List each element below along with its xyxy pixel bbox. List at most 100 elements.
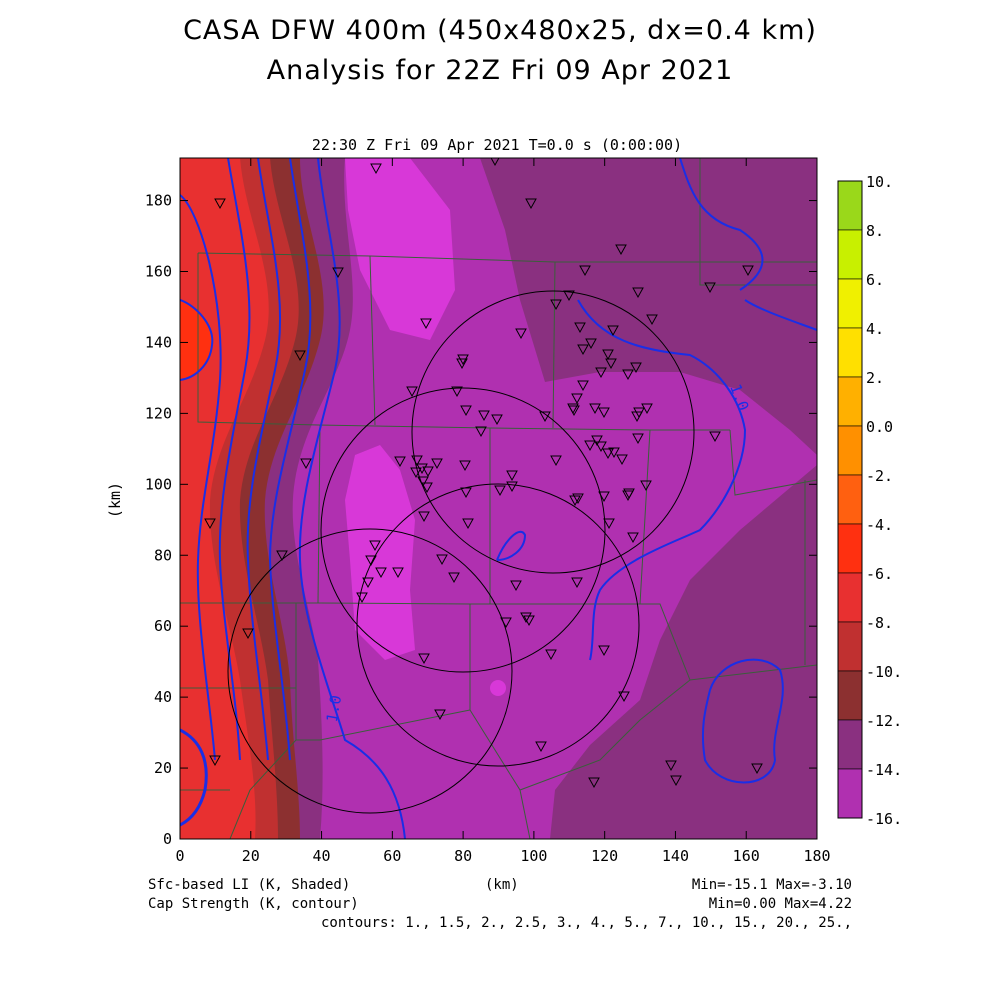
station-marker — [451, 386, 463, 398]
x-tick-label: 180 — [803, 847, 830, 865]
station-marker — [602, 448, 614, 460]
station-marker — [515, 328, 527, 340]
station-marker — [506, 470, 518, 482]
station-marker — [577, 344, 589, 356]
station-marker — [456, 358, 468, 370]
colorbar-swatch — [837, 425, 863, 476]
station-marker — [294, 350, 306, 362]
colorbar-swatch — [837, 229, 863, 280]
colorbar-label: 2. — [866, 369, 884, 387]
station-marker — [520, 612, 532, 624]
station-marker — [510, 580, 522, 592]
station-marker — [475, 426, 487, 438]
colorbar-label: -16. — [866, 810, 902, 828]
station-marker — [431, 458, 443, 470]
station-marker — [362, 577, 374, 589]
station-marker — [704, 282, 716, 294]
colorbar: 10. 8. 6. 4. 2. 0.0 -2. -4. -6. -8. -10. -12. -14. -1… — [837, 173, 902, 828]
station-marker — [631, 411, 643, 423]
colorbar-label: 8. — [866, 222, 884, 240]
station-marker — [751, 763, 763, 775]
station-marker — [459, 460, 471, 472]
li-spot — [490, 680, 506, 696]
station-marker — [422, 466, 434, 478]
y-tick-label: 180 — [145, 192, 172, 210]
station-marker — [204, 518, 216, 530]
colorbar-swatch — [837, 523, 863, 574]
li-region-southeast — [550, 465, 817, 839]
station-marker — [607, 325, 619, 337]
y-tick-label: 160 — [145, 263, 172, 281]
station-marker — [595, 441, 607, 453]
y-tick-label: 40 — [154, 688, 172, 706]
colorbar-swatch — [837, 719, 863, 770]
station-marker — [276, 550, 288, 562]
station-marker — [491, 414, 503, 426]
contour-label-west: 1.0 — [323, 694, 345, 724]
station-marker — [478, 410, 490, 422]
station-marker — [709, 431, 721, 443]
station-marker — [574, 322, 586, 334]
colorbar-frame — [837, 180, 863, 819]
station-marker — [632, 287, 644, 299]
x-axis-label: (km) — [485, 877, 519, 893]
x-tick-label: 80 — [454, 847, 472, 865]
station-marker — [370, 163, 382, 175]
colorbar-label: 6. — [866, 271, 884, 289]
y-tick-label: 140 — [145, 333, 172, 351]
colorbar-swatch — [837, 376, 863, 427]
colorbar-label: -4. — [866, 516, 893, 534]
station-marker — [598, 491, 610, 503]
station-marker — [598, 407, 610, 419]
station-marker — [365, 555, 377, 567]
station-marker — [602, 349, 614, 361]
plot-frame — [179, 157, 818, 840]
title-line-2: Analysis for 22Z Fri 09 Apr 2021 — [266, 55, 734, 86]
x-tick-label: 60 — [383, 847, 401, 865]
y-tick-label: 0 — [163, 830, 172, 848]
station-marker — [332, 267, 344, 279]
station-marker — [605, 358, 617, 370]
station-marker — [608, 447, 620, 459]
x-tick-label: 20 — [242, 847, 260, 865]
station-marker — [448, 572, 460, 584]
footer-li-range: Min=-15.1 Max=-3.10 — [691, 877, 852, 893]
station-marker — [622, 369, 634, 381]
station-marker — [490, 158, 500, 167]
station-marker — [418, 653, 430, 665]
station-marker — [369, 540, 381, 552]
station-marker — [603, 518, 615, 530]
station-marker — [585, 338, 597, 350]
x-tick-label: 0 — [175, 847, 184, 865]
colorbar-swatch — [837, 327, 863, 378]
station-marker — [406, 386, 418, 398]
station-marker — [615, 244, 627, 256]
station-marker — [214, 198, 226, 210]
footer-shaded-field: Sfc-based LI (K, Shaded) — [148, 877, 351, 893]
y-tick-label: 60 — [154, 617, 172, 635]
station-marker — [571, 577, 583, 589]
station-marker — [418, 511, 430, 523]
station-marker — [598, 645, 610, 657]
colorbar-label: -14. — [866, 761, 902, 779]
station-marker — [420, 318, 432, 330]
station-marker — [589, 403, 601, 415]
station-marker — [462, 518, 474, 530]
station-marker — [356, 592, 368, 604]
colorbar-swatch — [837, 474, 863, 525]
colorbar-swatch — [837, 180, 863, 231]
station-marker — [577, 380, 589, 392]
colorbar-label: -12. — [866, 712, 902, 730]
colorbar-label: 4. — [866, 320, 884, 338]
li-region-east — [480, 158, 817, 455]
station-marker — [411, 455, 423, 467]
station-marker — [640, 480, 652, 492]
station-marker — [616, 454, 628, 466]
station-marker — [563, 290, 575, 302]
footer-contour-levels: contours: 1., 1.5, 2., 2.5, 3., 4., 5., … — [320, 915, 852, 931]
station-marker — [545, 649, 557, 661]
station-marker — [550, 455, 562, 467]
station-markers — [204, 158, 763, 789]
colorbar-label: 10. — [866, 173, 893, 191]
